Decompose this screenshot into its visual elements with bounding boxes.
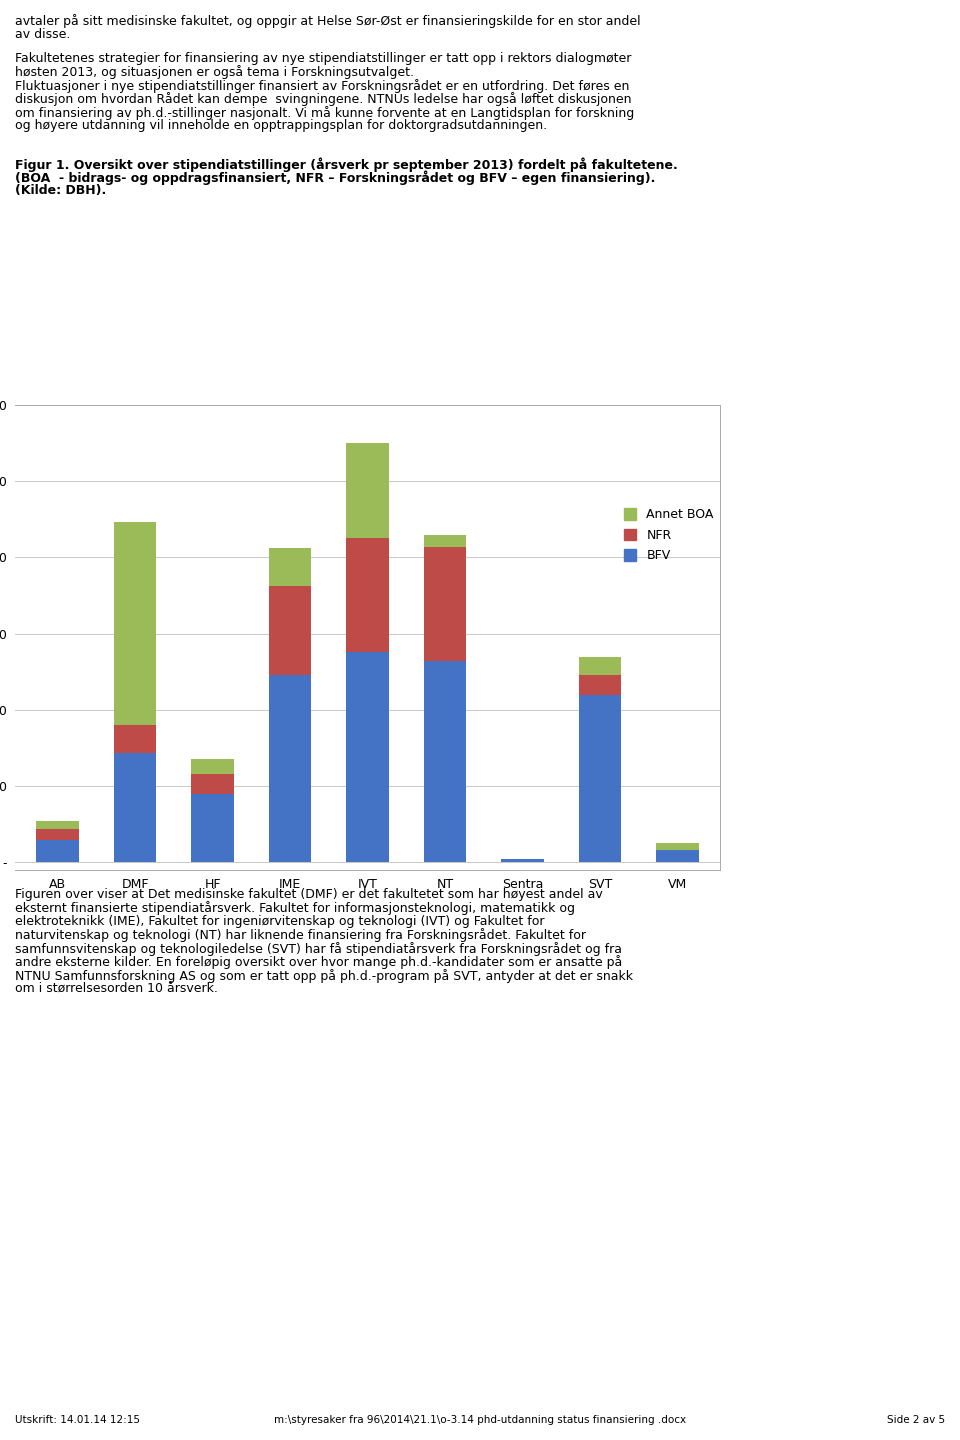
- Bar: [579, 657, 621, 675]
- Text: Side 2 av 5: Side 2 av 5: [887, 1416, 945, 1426]
- Bar: [36, 821, 79, 829]
- Bar: [656, 842, 699, 850]
- Legend: Annet BOA, NFR, BFV: Annet BOA, NFR, BFV: [624, 508, 713, 562]
- Text: Fluktuasjoner i nye stipendiatstillinger finansiert av Forskningsrådet er en utf: Fluktuasjoner i nye stipendiatstillinger…: [15, 79, 630, 92]
- Bar: [423, 534, 467, 547]
- Text: om i størrelsesorden 10 årsverk.: om i størrelsesorden 10 årsverk.: [15, 982, 218, 995]
- Bar: [36, 829, 79, 840]
- Bar: [347, 652, 389, 863]
- Bar: [114, 523, 156, 726]
- Bar: [423, 661, 467, 863]
- Bar: [579, 675, 621, 694]
- Text: elektroteknikk (IME), Fakultet for ingeniørvitenskap og teknologi (IVT) og Fakul: elektroteknikk (IME), Fakultet for ingen…: [15, 914, 544, 927]
- Bar: [269, 675, 311, 863]
- Text: diskusjon om hvordan Rådet kan dempe  svingningene. NTNUs ledelse har også løfte: diskusjon om hvordan Rådet kan dempe svi…: [15, 92, 632, 107]
- Bar: [114, 753, 156, 863]
- Text: andre eksterne kilder. En foreløpig oversikt over hvor mange ph.d.-kandidater so: andre eksterne kilder. En foreløpig over…: [15, 956, 622, 969]
- Text: og høyere utdanning vil inneholde en opptrappingsplan for doktorgradsutdanningen: og høyere utdanning vil inneholde en opp…: [15, 120, 547, 132]
- Bar: [347, 537, 389, 652]
- Text: (Kilde: DBH).: (Kilde: DBH).: [15, 184, 107, 197]
- Text: naturvitenskap og teknologi (NT) har liknende finansiering fra Forskningsrådet. : naturvitenskap og teknologi (NT) har lik…: [15, 929, 586, 942]
- Text: høsten 2013, og situasjonen er også tema i Forskningsutvalget.: høsten 2013, og situasjonen er også tema…: [15, 65, 414, 79]
- Text: samfunnsvitenskap og teknologiledelse (SVT) har få stipendiatårsverk fra Forskni: samfunnsvitenskap og teknologiledelse (S…: [15, 942, 622, 956]
- Bar: [114, 726, 156, 753]
- Text: NTNU Samfunnsforskning AS og som er tatt opp på ph.d.-program på SVT, antyder at: NTNU Samfunnsforskning AS og som er tatt…: [15, 969, 633, 984]
- Text: (BOA  - bidrags- og oppdragsfinansiert, NFR – Forskningsrådet og BFV – egen fina: (BOA - bidrags- og oppdragsfinansiert, N…: [15, 170, 656, 186]
- Bar: [656, 850, 699, 863]
- Bar: [423, 547, 467, 661]
- Bar: [501, 860, 543, 863]
- Bar: [191, 759, 234, 773]
- Text: eksternt finansierte stipendiatårsverk. Fakultet for informasjonsteknologi, mate: eksternt finansierte stipendiatårsverk. …: [15, 901, 575, 916]
- Bar: [269, 549, 311, 586]
- Text: av disse.: av disse.: [15, 27, 70, 40]
- Text: m:\styresaker fra 96\2014\21.1\o-3.14 phd-utdanning status finansiering .docx: m:\styresaker fra 96\2014\21.1\o-3.14 ph…: [274, 1416, 686, 1426]
- Bar: [191, 773, 234, 793]
- Text: Utskrift: 14.01.14 12:15: Utskrift: 14.01.14 12:15: [15, 1416, 140, 1426]
- Text: Figur 1. Oversikt over stipendiatstillinger (årsverk pr september 2013) fordelt : Figur 1. Oversikt over stipendiatstillin…: [15, 157, 678, 171]
- Bar: [579, 694, 621, 863]
- Bar: [347, 444, 389, 537]
- Text: Figuren over viser at Det medisinske fakultet (DMF) er det fakultetet som har hø: Figuren over viser at Det medisinske fak…: [15, 888, 603, 901]
- Bar: [191, 793, 234, 863]
- Text: om finansiering av ph.d.-stillinger nasjonalt. Vi må kunne forvente at en Langti: om finansiering av ph.d.-stillinger nasj…: [15, 105, 635, 120]
- Text: avtaler på sitt medisinske fakultet, og oppgir at Helse Sør-Øst er finansierings: avtaler på sitt medisinske fakultet, og …: [15, 14, 640, 27]
- Bar: [36, 840, 79, 863]
- Bar: [269, 586, 311, 675]
- Text: Fakultetenes strategier for finansiering av nye stipendiatstillinger er tatt opp: Fakultetenes strategier for finansiering…: [15, 52, 632, 65]
